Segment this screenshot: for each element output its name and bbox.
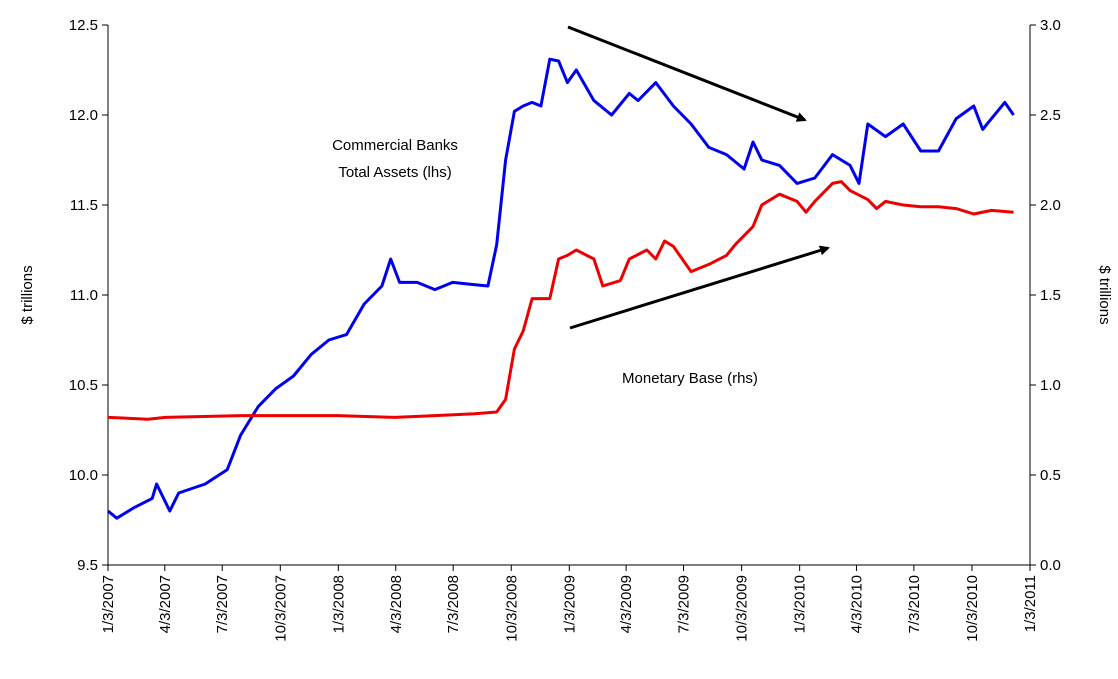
- x-tick-label: 4/3/2009: [618, 575, 635, 633]
- x-tick-label: 10/3/2009: [734, 575, 751, 642]
- y2-tick-label: 1.5: [1040, 287, 1061, 304]
- x-tick-label: 10/3/2007: [272, 575, 289, 642]
- series-line: [107, 180, 1014, 421]
- arrow: [567, 25, 807, 122]
- x-tick-label: 7/3/2007: [214, 575, 231, 633]
- y2-tick-label: 1.0: [1040, 377, 1061, 394]
- x-tick-label: 10/3/2010: [964, 575, 981, 642]
- y2-tick-label: 3.0: [1040, 17, 1061, 34]
- x-tick-label: 7/3/2008: [445, 575, 462, 633]
- x-tick-label: 7/3/2009: [676, 575, 693, 633]
- y-tick-label: 11.5: [70, 197, 98, 214]
- arrow: [569, 245, 830, 330]
- y-tick-label: 10.0: [69, 467, 98, 484]
- x-tick-label: 1/3/2007: [100, 575, 117, 633]
- y-tick-label: 12.0: [69, 107, 98, 124]
- x-tick-label: 4/3/2008: [388, 575, 405, 633]
- x-tick-label: 1/3/2009: [561, 575, 578, 633]
- x-tick-label: 1/3/2011: [1022, 575, 1039, 632]
- annotation: Monetary Base (rhs): [622, 370, 758, 387]
- x-tick-label: 4/3/2010: [848, 575, 865, 633]
- y-axis-label: $ trillions: [19, 265, 36, 324]
- series-line: [107, 57, 1015, 520]
- annotation: Total Assets (lhs): [338, 164, 451, 181]
- y2-axis-label: $ trillions: [1096, 265, 1113, 324]
- y2-tick-label: 0.0: [1040, 557, 1061, 574]
- x-tick-label: 10/3/2008: [503, 575, 520, 642]
- x-tick-label: 4/3/2007: [157, 575, 174, 633]
- y-tick-label: 9.5: [77, 557, 98, 574]
- x-tick-label: 1/3/2010: [792, 575, 809, 633]
- y-tick-label: 12.5: [69, 17, 98, 34]
- y2-tick-label: 2.5: [1040, 107, 1061, 124]
- y-tick-label: 11.0: [70, 287, 98, 304]
- y2-tick-label: 0.5: [1040, 467, 1061, 484]
- y2-tick-label: 2.0: [1040, 197, 1061, 214]
- annotation: Commercial Banks: [332, 137, 458, 154]
- x-tick-label: 1/3/2008: [330, 575, 347, 633]
- x-tick-label: 7/3/2010: [906, 575, 923, 633]
- y-tick-label: 10.5: [69, 377, 98, 394]
